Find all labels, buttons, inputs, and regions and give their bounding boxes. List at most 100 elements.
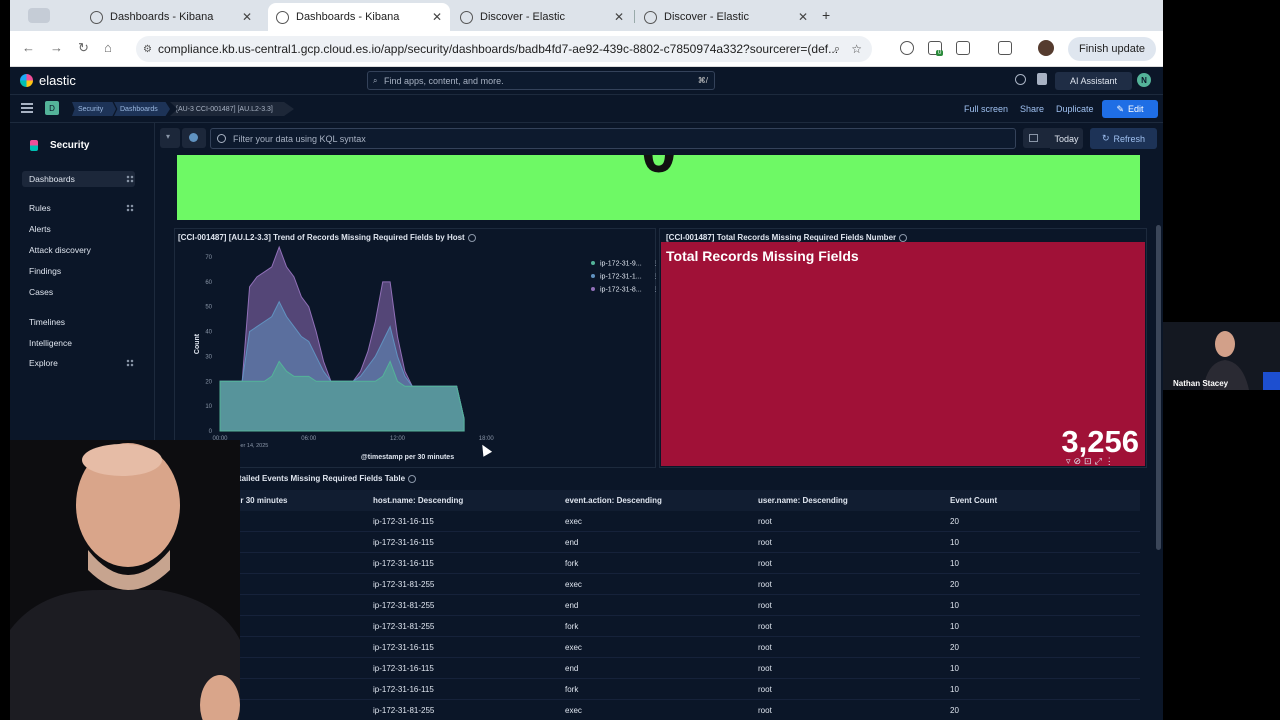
table-row[interactable]: ip-172-31-81-255 exec root 20: [177, 700, 1140, 720]
sidebar-item-dashboards[interactable]: Dashboards: [22, 171, 135, 187]
x-tick-label: 06:00: [301, 436, 317, 442]
sidebar-item-findings[interactable]: Findings: [29, 266, 62, 276]
close-icon[interactable]: ✕: [613, 10, 624, 24]
info-icon[interactable]: [899, 233, 908, 242]
date-range-today[interactable]: Today: [1050, 128, 1083, 149]
table-row[interactable]: ip-172-31-16-115 end root 10: [177, 658, 1140, 679]
plus-icon: [189, 133, 198, 142]
scrollbar[interactable]: [1156, 225, 1161, 550]
tab-strip: Dashboards - Kibana ✕ Dashboards - Kibana…: [10, 0, 1163, 31]
total-records-value: 3,256: [1061, 424, 1139, 459]
table-cell: fork: [565, 622, 579, 631]
sidebar-item-alerts[interactable]: Alerts: [29, 224, 51, 234]
address-bar[interactable]: ⚙ compliance.kb.us-central1.gcp.cloud.es…: [136, 36, 872, 62]
sidebar-item-attack-discovery[interactable]: Attack discovery: [29, 245, 91, 255]
zoom-icon[interactable]: ⌕: [833, 42, 840, 55]
panel-actions[interactable]: ▿⊘⊡⤢⋮: [1066, 456, 1117, 466]
table-cell: fork: [565, 559, 579, 568]
space-avatar[interactable]: D: [45, 101, 59, 115]
tab-dashboards-1[interactable]: Dashboards - Kibana ✕: [82, 3, 260, 31]
filter-menu-button[interactable]: ▾: [160, 128, 180, 148]
tab-discover-2[interactable]: Discover - Elastic ✕: [636, 3, 816, 31]
sidebar-item-explore[interactable]: Explore: [29, 358, 58, 368]
browser-window: Dashboards - Kibana ✕ Dashboards - Kibana…: [10, 0, 1163, 720]
tab-discover-1[interactable]: Discover - Elastic ✕: [452, 3, 632, 31]
back-icon[interactable]: ←: [22, 40, 35, 55]
extension-badge-icon[interactable]: [928, 41, 942, 55]
apps-grid-icon[interactable]: [126, 204, 134, 212]
full-screen-link[interactable]: Full screen: [964, 104, 1009, 114]
bookmark-star-icon[interactable]: ☆: [851, 42, 862, 56]
refresh-button[interactable]: ↻ Refresh: [1090, 128, 1157, 149]
url-text: compliance.kb.us-central1.gcp.cloud.es.i…: [158, 42, 838, 56]
tab-search-icon[interactable]: [998, 41, 1012, 55]
y-tick-label: 60: [205, 280, 212, 286]
edit-button[interactable]: ✎ Edit: [1102, 100, 1158, 118]
table-cell: 10: [950, 538, 959, 547]
participant-video-image: [1163, 322, 1280, 390]
column-header-action[interactable]: event.action: Descending: [565, 496, 662, 505]
column-header-host[interactable]: host.name: Descending: [373, 496, 464, 505]
kql-search-input[interactable]: Filter your data using KQL syntax: [210, 128, 1016, 149]
column-header-user[interactable]: user.name: Descending: [758, 496, 848, 505]
legend-swatch: [591, 287, 595, 291]
table-row[interactable]: ip-172-31-16-115 fork root 10: [177, 679, 1140, 700]
info-icon[interactable]: [408, 474, 417, 483]
finish-update-button[interactable]: Finish update: [1068, 37, 1156, 61]
reload-icon[interactable]: ↻: [78, 40, 89, 55]
home-icon[interactable]: ⌂: [104, 40, 112, 55]
apps-grid-icon[interactable]: [126, 175, 134, 183]
help-icon[interactable]: [1015, 74, 1026, 85]
user-avatar[interactable]: N: [1137, 73, 1151, 87]
apps-grid-icon[interactable]: [126, 359, 134, 367]
table-row[interactable]: ip-172-31-81-255 exec root 20: [177, 574, 1140, 595]
tab-search-icon[interactable]: [28, 8, 50, 23]
table-cell: root: [758, 601, 772, 610]
table-cell: 10: [950, 601, 959, 610]
duplicate-link[interactable]: Duplicate: [1056, 104, 1094, 114]
table-cell: end: [565, 664, 579, 673]
y-tick-label: 20: [205, 379, 212, 385]
sidebar-item-intelligence[interactable]: Intelligence: [29, 338, 73, 348]
column-header-count[interactable]: Event Count: [950, 496, 998, 505]
table-row[interactable]: ip-172-31-81-255 end root 10: [177, 595, 1140, 616]
table-row[interactable]: ip-172-31-16-115 exec root 20: [177, 637, 1140, 658]
table-cell: end: [565, 601, 579, 610]
site-info-icon[interactable]: ⚙: [143, 43, 152, 55]
table-cell: root: [758, 685, 772, 694]
table-row[interactable]: ip-172-31-81-255 fork root 10: [177, 616, 1140, 637]
search-icon: ⌕: [373, 75, 378, 85]
new-tab-button[interactable]: +: [822, 7, 831, 23]
info-icon[interactable]: [467, 233, 476, 242]
table-cell: end: [565, 538, 579, 547]
table-cell: 10: [950, 559, 959, 568]
close-icon[interactable]: ✕: [431, 10, 442, 24]
share-link[interactable]: Share: [1020, 104, 1045, 114]
y-tick-label: 40: [205, 330, 212, 336]
forward-icon[interactable]: →: [50, 40, 63, 55]
close-icon[interactable]: ✕: [241, 10, 252, 24]
global-search-input[interactable]: ⌕ Find apps, content, and more. ⌘/: [367, 71, 715, 90]
tab-dashboards-2[interactable]: Dashboards - Kibana ✕: [268, 3, 450, 31]
puzzle-icon[interactable]: [956, 41, 970, 55]
date-picker-button[interactable]: [1023, 128, 1050, 148]
tab-label: Dashboards - Kibana: [110, 11, 214, 23]
menu-icon[interactable]: [21, 103, 33, 113]
sidebar-item-cases[interactable]: Cases: [29, 287, 54, 297]
sidebar-item-timelines[interactable]: Timelines: [29, 317, 66, 327]
breadcrumb-security[interactable]: Security: [72, 102, 116, 116]
breadcrumb-dashboards[interactable]: Dashboards: [114, 102, 170, 116]
cloud-icon[interactable]: [1037, 73, 1047, 85]
filter-icon: ▾: [166, 132, 171, 141]
add-filter-button[interactable]: [182, 128, 206, 148]
close-icon[interactable]: ✕: [797, 10, 808, 24]
sidebar-item-rules[interactable]: Rules: [29, 203, 51, 213]
y-tick-label: 10: [205, 404, 212, 410]
elastic-logo[interactable]: elastic: [20, 73, 76, 88]
profile-avatar[interactable]: [1038, 40, 1054, 56]
ai-assistant-button[interactable]: AI Assistant: [1055, 72, 1132, 90]
extension-icon[interactable]: [900, 41, 914, 55]
